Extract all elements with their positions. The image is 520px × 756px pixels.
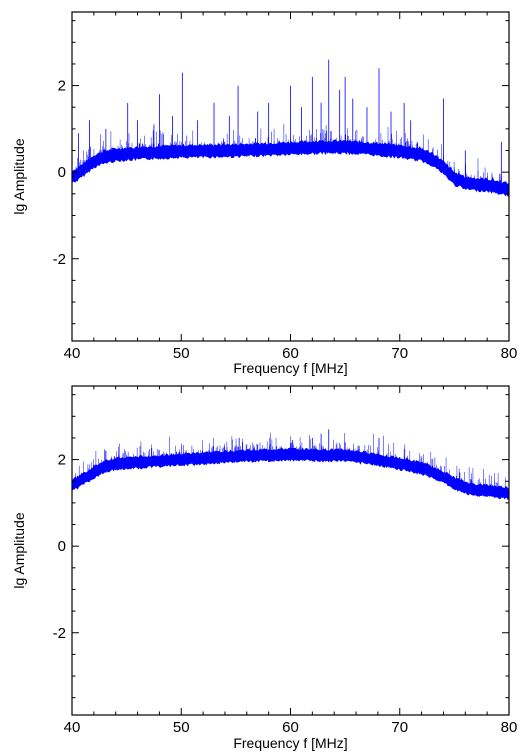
y-axis-label: lg Amplitude [11,138,27,214]
x-tick-label: 60 [282,345,299,362]
data-layer [71,429,510,500]
y-tick-label: 2 [58,78,66,95]
x-tick-label: 70 [391,345,408,362]
plot-frame [71,11,510,342]
x-axis-label: Frequency f [MHz] [233,735,347,751]
data-layer [71,59,510,197]
x-tick-label: 40 [64,719,81,736]
y-tick-label: -2 [53,625,66,642]
ticks-layer: 40 50 60 70 80 -2 0 2 [53,386,518,736]
x-tick-label: 50 [173,719,190,736]
x-tick-label: 80 [501,719,518,736]
spectrum-plot-top: 40 50 60 70 80 -2 0 2 Frequency f [MHz] lg Ampl… [11,11,518,376]
y-axis-label: lg Amplitude [11,512,27,588]
x-tick-label: 40 [64,345,81,362]
spectrum-plot-bottom: 40 50 60 70 80 -2 0 2 Frequency f [MHz] lg Ampl… [11,385,518,751]
x-tick-label: 50 [173,345,190,362]
x-tick-label: 80 [501,345,518,362]
ticks-layer: 40 50 60 70 80 -2 0 2 [53,12,518,362]
noise-band [71,447,510,500]
y-tick-label: 0 [58,164,66,181]
x-tick-label: 60 [282,719,299,736]
y-tick-label: -2 [53,251,66,268]
y-tick-label: 0 [58,538,66,555]
x-tick-label: 70 [391,719,408,736]
x-axis-label: Frequency f [MHz] [233,360,347,376]
plot-frame [71,385,510,716]
y-tick-label: 2 [58,452,66,469]
